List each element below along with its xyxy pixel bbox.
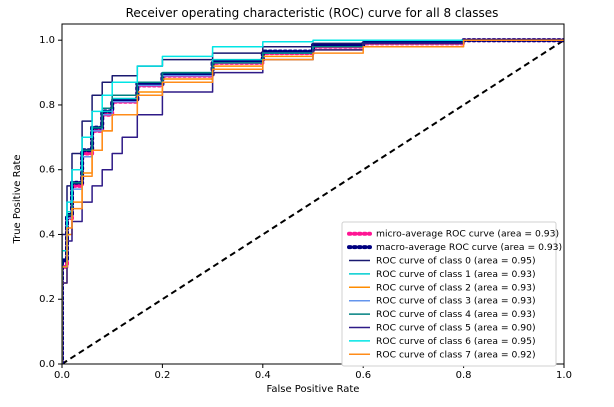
x-tick-label: 1.0: [556, 370, 572, 381]
legend-label-roc-curve-of-class-0-area-0-95: ROC curve of class 0 (area = 0.95): [376, 256, 536, 267]
x-tick-label: 0.0: [54, 370, 70, 381]
legend-label-roc-curve-of-class-6-area-0-95: ROC curve of class 6 (area = 0.95): [376, 336, 536, 347]
x-tick-label: 0.6: [355, 370, 371, 381]
y-axis-label: True Positive Rate: [12, 154, 23, 244]
y-tick-label: 0.0: [39, 359, 55, 370]
x-tick-label: 0.4: [255, 370, 271, 381]
legend-label-roc-curve-of-class-1-area-0-93: ROC curve of class 1 (area = 0.93): [376, 269, 536, 280]
series-line-roc-curve-of-class-6-area-0-95: [62, 39, 564, 364]
chart-title: Receiver operating characteristic (ROC) …: [126, 6, 499, 20]
y-tick-label: 0.4: [39, 229, 55, 240]
legend-label-roc-curve-of-class-2-area-0-93: ROC curve of class 2 (area = 0.93): [376, 282, 536, 293]
legend-layer: micro-average ROC curve (area = 0.93) mac…: [341, 221, 562, 367]
axes-layer: 0.0 0.2 0.4 0.6 0.8 1.0 0.0 0.2 0.4 0.6 0.8 1.0: [39, 23, 572, 381]
plot-layer: [62, 38, 564, 364]
x-tick-label: 0.2: [154, 370, 170, 381]
x-axis-label: False Positive Rate: [267, 384, 360, 395]
y-tick-label: 0.8: [39, 100, 55, 111]
x-tick-label: 0.8: [456, 370, 472, 381]
y-tick-label: 0.2: [39, 294, 55, 305]
legend-label-roc-curve-of-class-3-area-0-93: ROC curve of class 3 (area = 0.93): [376, 296, 536, 307]
legend-label-roc-curve-of-class-7-area-0-92: ROC curve of class 7 (area = 0.92): [376, 349, 536, 360]
legend-label-macro-average-roc-curve-area-0-93: macro-average ROC curve (area = 0.93): [376, 242, 562, 253]
y-tick-label: 0.6: [39, 165, 55, 176]
y-tick-label: 1.0: [39, 35, 55, 46]
legend-box: [341, 221, 557, 367]
legend-label-roc-curve-of-class-5-area-0-90: ROC curve of class 5 (area = 0.90): [376, 323, 536, 334]
series-line-roc-curve-of-class-7-area-0-92: [62, 39, 564, 364]
legend-label-micro-average-roc-curve-area-0-93: micro-average ROC curve (area = 0.93): [376, 229, 559, 240]
legend-label-roc-curve-of-class-4-area-0-93: ROC curve of class 4 (area = 0.93): [376, 309, 536, 320]
plot-frame: [61, 23, 565, 365]
